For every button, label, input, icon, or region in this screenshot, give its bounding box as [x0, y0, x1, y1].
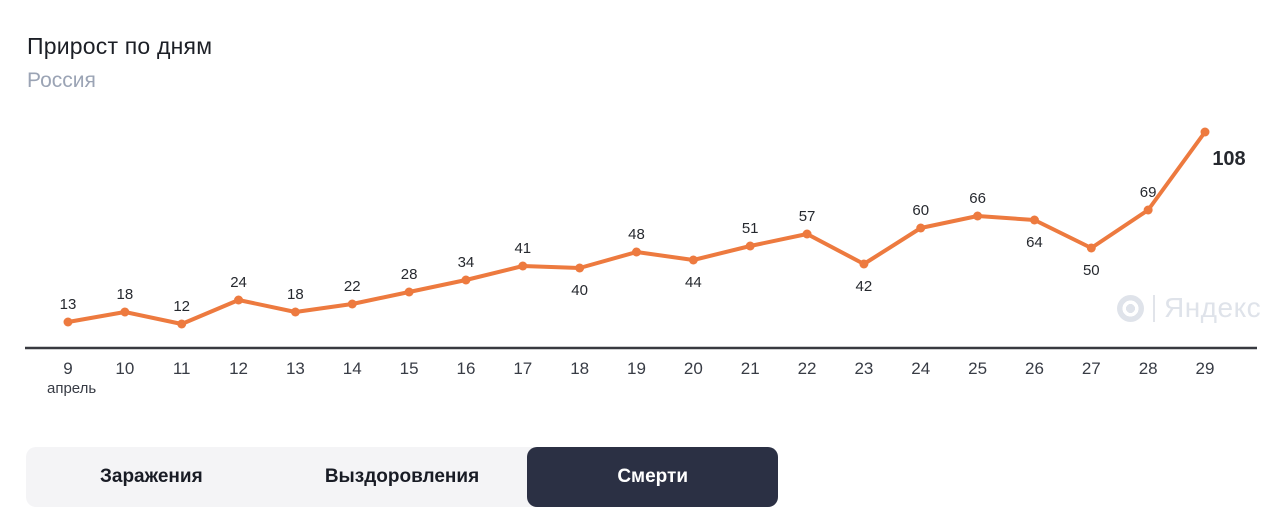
- watermark-separator: [1153, 294, 1155, 322]
- point-value-label: 64: [1026, 234, 1043, 251]
- data-point-marker: [1029, 215, 1039, 225]
- point-value-label: 42: [856, 278, 873, 295]
- chart-header: Прирост по дням Россия: [27, 33, 212, 93]
- data-point-marker: [973, 211, 983, 221]
- x-tick-label: 26: [1025, 359, 1044, 378]
- data-point-marker: [575, 263, 585, 273]
- x-tick-label: 29: [1196, 359, 1215, 378]
- point-value-label: 66: [969, 190, 986, 207]
- point-value-label: 57: [799, 208, 816, 225]
- x-tick-label: 16: [456, 359, 475, 378]
- x-tick-label: 13: [286, 359, 305, 378]
- x-tick-label: 23: [854, 359, 873, 378]
- point-value-label: 28: [401, 266, 418, 283]
- x-tick-label: 20: [684, 359, 703, 378]
- data-point-marker: [745, 241, 755, 251]
- data-point-marker: [802, 229, 812, 239]
- region-subtitle: Россия: [27, 69, 96, 92]
- deaths-series-line: [66, 130, 1207, 326]
- point-value-label: 22: [344, 278, 361, 295]
- data-point-marker: [916, 223, 926, 233]
- yandex-wordmark: Яндекс: [1164, 292, 1262, 323]
- page-title: Прирост по дням: [27, 33, 213, 59]
- point-value-label: 50: [1083, 262, 1100, 279]
- x-tick-label: 12: [229, 359, 248, 378]
- point-value-label: 18: [287, 286, 304, 303]
- tab-infections[interactable]: Заражения: [26, 447, 277, 507]
- data-point-marker: [859, 259, 869, 269]
- data-point-marker: [688, 255, 698, 265]
- point-value-label: 60: [912, 202, 929, 219]
- x-tick-label: 17: [513, 359, 532, 378]
- data-point-marker: [461, 275, 471, 285]
- point-value-label: 13: [60, 296, 77, 313]
- latest-value-label: 108: [1212, 148, 1245, 170]
- data-point-marker: [1143, 205, 1153, 215]
- x-tick-label: 22: [798, 359, 817, 378]
- data-point-marker: [63, 317, 73, 327]
- data-point-marker: [518, 261, 528, 271]
- point-value-label: 51: [742, 220, 759, 237]
- data-point-marker: [1086, 243, 1096, 253]
- x-tick-label: 15: [400, 359, 419, 378]
- x-tick-label: 28: [1139, 359, 1158, 378]
- x-tick-label: 10: [115, 359, 134, 378]
- point-value-label: 24: [230, 274, 247, 291]
- point-value-label: 12: [173, 298, 190, 315]
- x-tick-label: 24: [911, 359, 930, 378]
- point-value-label: 44: [685, 274, 702, 291]
- x-tick-label: 21: [741, 359, 760, 378]
- data-point-marker: [120, 307, 130, 317]
- x-tick-label: 27: [1082, 359, 1101, 378]
- data-point-marker: [290, 307, 300, 317]
- data-point-marker: [632, 247, 641, 257]
- x-tick-label: 11: [173, 359, 191, 378]
- point-value-label: 18: [117, 286, 134, 303]
- yandex-bullseye-logo-icon: [1117, 294, 1144, 322]
- tab-deaths[interactable]: Смерти: [527, 447, 779, 507]
- x-tick-label: 9: [63, 359, 72, 378]
- point-value-label: 48: [628, 226, 645, 243]
- x-axis-month-label: апрель: [47, 380, 96, 397]
- x-tick-label: 25: [968, 359, 987, 378]
- x-tick-label: 18: [570, 359, 589, 378]
- point-value-label: 34: [458, 254, 475, 271]
- data-point-marker: [404, 287, 414, 297]
- tab-recoveries[interactable]: Выздоровления: [277, 447, 528, 507]
- metric-tabs: Заражения Выздоровления Смерти: [26, 447, 779, 507]
- data-point-marker: [177, 319, 187, 329]
- data-point-marker: [1200, 127, 1210, 137]
- point-value-label: 69: [1140, 184, 1157, 201]
- point-value-label: 40: [571, 282, 588, 299]
- data-point-marker: [234, 295, 244, 305]
- point-value-label: 41: [514, 240, 531, 257]
- x-tick-label: 19: [627, 359, 646, 378]
- yandex-watermark: Яндекс: [1117, 292, 1261, 324]
- x-tick-label: 14: [343, 359, 362, 378]
- data-point-marker: [347, 299, 357, 309]
